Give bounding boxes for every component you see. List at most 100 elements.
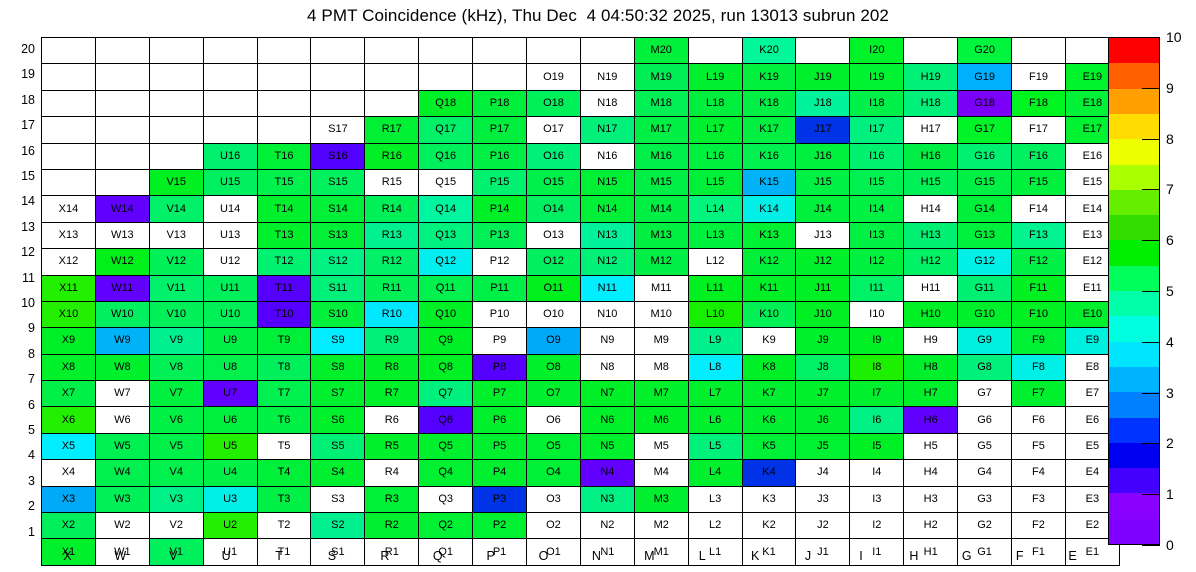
heatmap-cell-O12: O12 <box>526 248 581 276</box>
heatmap-row: X12 W12 V12 U12 T12 S12 R12 Q12 P12 O12 N12 M12 L12 K… <box>41 248 1120 276</box>
heatmap-cell-N11: N11 <box>579 274 635 302</box>
heatmap-cell-S1: S1 <box>310 538 366 566</box>
heatmap-cell-V10: V10 <box>148 300 204 329</box>
heatmap-row: Q18 P18 O18 N18 M18 L18 K18 J18 I18 H18 G18 F18 E18 <box>41 89 1120 118</box>
heatmap-cell-F9: F9 <box>1011 327 1066 355</box>
x-tick-label-X: X <box>63 549 72 563</box>
heatmap-cell-X7: X7 <box>41 380 96 408</box>
y-tick-label-12: 12 <box>21 245 35 260</box>
heatmap-cell-empty <box>94 89 150 118</box>
heatmap-cell-U3: U3 <box>202 485 258 514</box>
heatmap-cell-K17: K17 <box>741 116 797 144</box>
heatmap-cell-O7: O7 <box>526 380 581 408</box>
heatmap-cell-V14: V14 <box>148 195 204 223</box>
heatmap-cell-H2: H2 <box>903 512 959 540</box>
y-tick-label-14: 14 <box>21 194 35 209</box>
heatmap-cell-M17: M17 <box>633 116 689 144</box>
heatmap-cell-F16: F16 <box>1011 142 1066 170</box>
heatmap-cell-G9: G9 <box>957 327 1013 355</box>
heatmap-cell-M9: M9 <box>633 327 689 355</box>
colorbar-band-17 <box>1109 88 1159 114</box>
heatmap-cell-M13: M13 <box>633 221 689 250</box>
colorbar-band-11 <box>1109 240 1159 266</box>
heatmap-cell-L17: L17 <box>687 116 743 144</box>
heatmap-cell-K13: K13 <box>741 221 797 250</box>
heatmap-cell-G17: G17 <box>957 116 1013 144</box>
heatmap-cell-empty <box>202 36 258 65</box>
y-tick-label-9: 9 <box>28 321 35 336</box>
heatmap-cell-O8: O8 <box>526 353 581 382</box>
heatmap-cell-I10: I10 <box>849 300 905 329</box>
heatmap-cell-N6: N6 <box>579 406 635 434</box>
heatmap-cell-empty <box>903 36 959 65</box>
heatmap-cell-R7: R7 <box>364 380 420 408</box>
y-tick-label-8: 8 <box>28 346 35 361</box>
heatmap-cell-N5: N5 <box>579 432 635 461</box>
x-tick-label-N: N <box>591 549 601 563</box>
heatmap-cell-R8: R8 <box>364 353 420 382</box>
x-tick-label-P: P <box>486 549 495 563</box>
heatmap-cell-O9: O9 <box>526 327 581 355</box>
heatmap-cell-L10: L10 <box>687 300 743 329</box>
heatmap-cell-O17: O17 <box>526 116 581 144</box>
heatmap-cell-V13: V13 <box>148 221 204 250</box>
heatmap-cell-Q11: Q11 <box>418 274 474 302</box>
colorbar-tickmark-8 <box>1142 138 1160 140</box>
heatmap-cell-V3: V3 <box>148 485 204 514</box>
heatmap-cell-N8: N8 <box>579 353 635 382</box>
heatmap-row: X10 W10 V10 U10 T10 S10 R10 Q10 P10 O10 N10 M10 L10 K… <box>41 300 1120 329</box>
heatmap-cell-O1: O1 <box>526 538 581 566</box>
heatmap-cell-empty <box>41 89 96 118</box>
heatmap-row: X2 W2 V2 U2 T2 S2 R2 Q2 P2 O2 N2 M2 L2 K2 J2 I2 H2 G2 F2 E2 <box>41 512 1120 540</box>
heatmap-cell-W9: W9 <box>94 327 150 355</box>
colorbar-band-7 <box>1109 341 1159 367</box>
heatmap-cell-S17: S17 <box>310 116 366 144</box>
y-tick-label-11: 11 <box>22 270 35 285</box>
heatmap-cell-H5: H5 <box>903 432 959 461</box>
heatmap-cell-empty <box>472 63 528 91</box>
y-tick-label-15: 15 <box>21 169 35 183</box>
heatmap-cell-V4: V4 <box>148 459 204 487</box>
heatmap-cell-L12: L12 <box>687 248 743 276</box>
heatmap-cell-W6: W6 <box>94 406 150 434</box>
heatmap-cell-empty <box>202 116 258 144</box>
heatmap-cell-O6: O6 <box>526 406 581 434</box>
heatmap-cell-T14: T14 <box>256 195 312 223</box>
colorbar-band-10 <box>1109 265 1159 292</box>
heatmap-cell-empty <box>795 36 851 65</box>
heatmap-cell-empty <box>418 36 474 65</box>
heatmap-row: X14 W14 V14 U14 T14 S14 R14 Q14 P14 O14 N14 M14 L14 K… <box>41 195 1120 223</box>
heatmap-cell-W3: W3 <box>94 485 150 514</box>
heatmap-cell-K12: K12 <box>741 248 797 276</box>
heatmap-cell-empty <box>472 36 528 65</box>
heatmap-body: M20 K20 I20 G20 O19 N19 M19 L19 K19 J19 I19 H19 G19 F… <box>41 36 1120 566</box>
heatmap-cell-U8: U8 <box>202 353 258 382</box>
heatmap-cell-S6: S6 <box>310 406 366 434</box>
heatmap-cell-empty <box>310 89 366 118</box>
heatmap-cell-J7: J7 <box>795 380 851 408</box>
x-tick-label-W: W <box>114 549 127 563</box>
heatmap-table: M20 K20 I20 G20 O19 N19 M19 L19 K19 J19 I19 H19 G19 F… <box>41 36 1120 566</box>
heatmap-cell-Q2: Q2 <box>418 512 474 540</box>
heatmap-cell-X2: X2 <box>41 512 96 540</box>
heatmap-cell-F12: F12 <box>1011 248 1066 276</box>
colorbar-band-2 <box>1109 468 1159 494</box>
heatmap-cell-I7: I7 <box>849 380 905 408</box>
heatmap-row: X6 W6 V6 U6 T6 S6 R6 Q6 P6 O6 N6 M6 L6 K6 J6 I6 H6 G6 F6 E6 <box>41 406 1120 434</box>
heatmap-cell-J2: J2 <box>795 512 851 540</box>
heatmap-cell-F10: F10 <box>1011 300 1066 329</box>
heatmap-cell-R4: R4 <box>364 459 420 487</box>
heatmap-cell-R3: R3 <box>364 485 420 514</box>
heatmap-cell-V9: V9 <box>148 327 204 355</box>
heatmap-cell-Q7: Q7 <box>418 380 474 408</box>
colorbar-ticklabel-10: 10 <box>1166 29 1182 45</box>
heatmap-cell-R2: R2 <box>364 512 420 540</box>
heatmap-cell-P2: P2 <box>472 512 528 540</box>
heatmap-cell-G20: G20 <box>957 36 1013 65</box>
heatmap-cell-I8: I8 <box>849 353 905 382</box>
heatmap-cell-Q1: Q1 <box>418 538 474 566</box>
colorbar-band-18 <box>1109 63 1159 89</box>
heatmap-cell-N14: N14 <box>579 195 635 223</box>
heatmap-cell-Q18: Q18 <box>418 89 474 118</box>
